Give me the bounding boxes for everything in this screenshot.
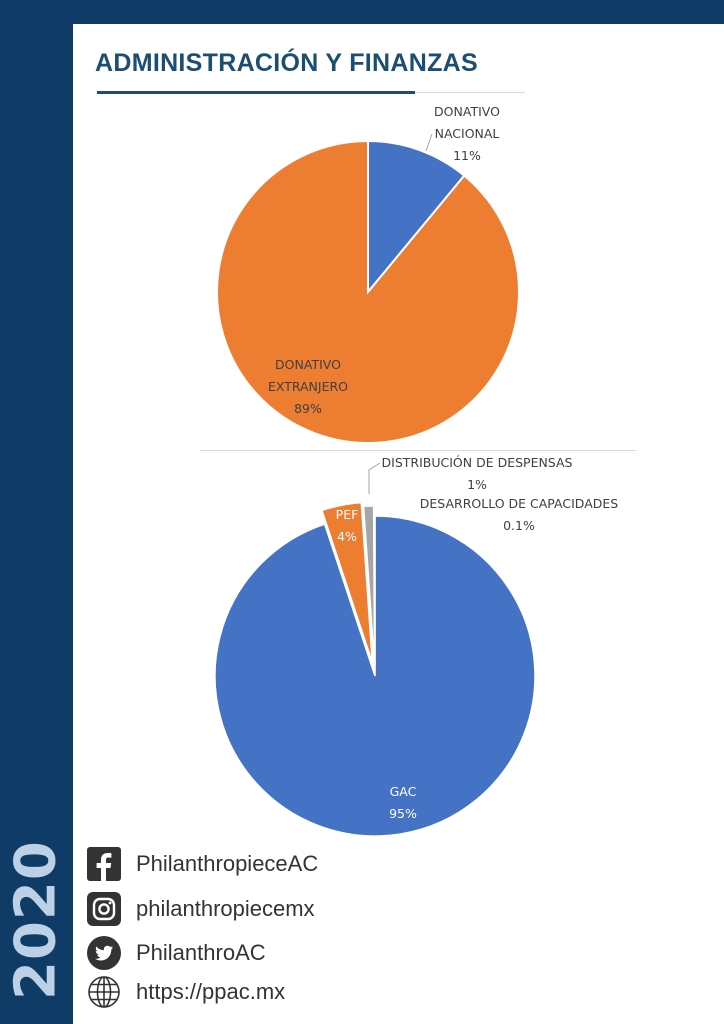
pie-chart-programas: GAC 95% PEF 4% DISTRIBUCIÓN DE DESPENSAS 1% DE… [214,455,618,837]
social-instagram[interactable]: philanthropiecemx [86,891,315,927]
twitter-icon [86,935,122,971]
pie2-slice-0 [214,515,536,837]
social-website[interactable]: https://ppac.mx [86,974,285,1010]
facebook-icon [86,846,122,882]
pie1-slice-0 [367,139,466,295]
pie2-leader-line [368,462,381,494]
pie2-slice-3 [373,505,376,667]
sidebar: 2020 [0,0,73,1024]
instagram-icon [86,891,122,927]
pie1-label-1: DONATIVO EXTRANJERO 89% [268,357,348,416]
pie2-label-0: GAC 95% [389,784,417,821]
globe-icon [86,974,122,1010]
social-facebook[interactable]: PhilanthropieceAC [86,846,318,882]
pie1-leader-line [425,133,433,152]
pie2-slice-1 [320,501,374,663]
title-underline [97,91,415,94]
title-underline-light [415,92,525,93]
year-label: 2020 [3,840,69,1000]
pie1-slice-1 [216,139,520,444]
top-bar [0,0,724,24]
instagram-handle: philanthropiecemx [136,896,315,921]
pie2-label-1: PEF 4% [336,507,359,544]
facebook-handle: PhilanthropieceAC [136,851,319,876]
website-url: https://ppac.mx [136,979,286,1004]
twitter-handle: PhilanthroAC [136,940,266,965]
pie2-label-2: DISTRIBUCIÓN DE DESPENSAS 1% [382,455,573,492]
pie-chart-donativos: DONATIVO NACIONAL 11% DONATIVO EXTRANJERO 89% [216,104,520,444]
social-twitter[interactable]: PhilanthroAC [86,935,266,971]
chart-divider [200,450,636,451]
page-title: ADMINISTRACIÓN Y FINANZAS [95,49,478,77]
pie1-label-0: DONATIVO NACIONAL 11% [434,104,500,163]
pie2-label-3: DESARROLLO DE CAPACIDADES 0.1% [420,496,618,533]
